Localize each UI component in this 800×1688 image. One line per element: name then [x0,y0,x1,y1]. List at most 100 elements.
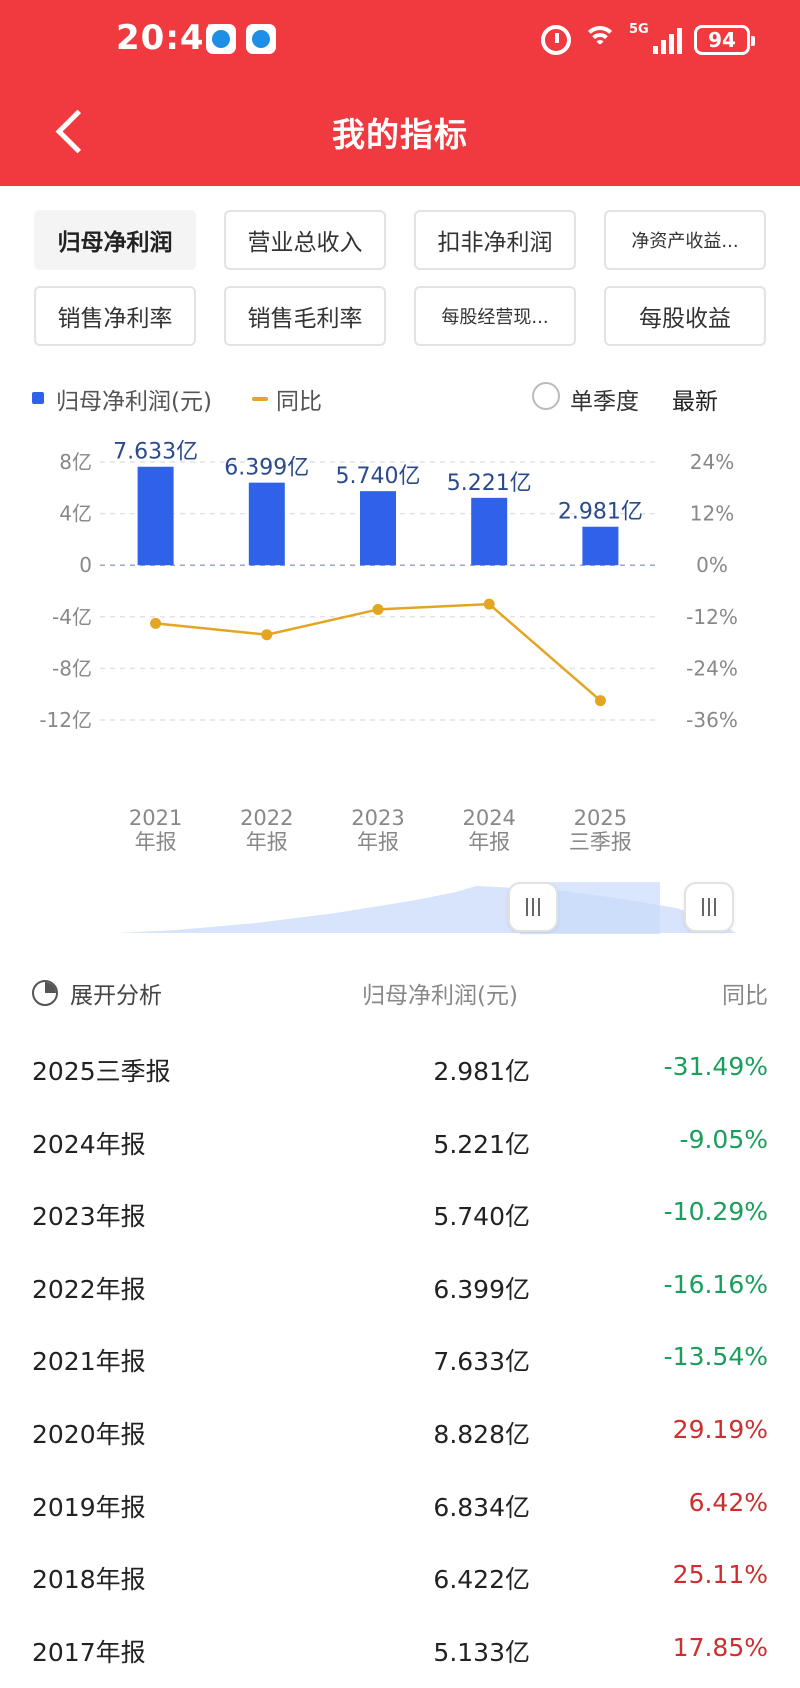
legend-bar-label: 归母净利润(元) [56,389,212,415]
right-tick-label: -24% [686,656,738,680]
page-title: 我的指标 [332,115,468,154]
column-header-yoy: 同比 [722,983,768,1009]
right-tick-label: -12% [686,605,738,629]
bar-data-label: 7.633亿 [113,440,198,465]
table-header: 展开分析 归母净利润(元) 同比 [32,974,768,1014]
left-tick-label: -12亿 [39,708,92,732]
category-label: 年报 [357,830,399,854]
category-label: 年报 [135,830,177,854]
range-end-handle[interactable] [684,882,734,932]
table-row[interactable]: 2017年报 5.133亿 17.85% [32,1631,768,1688]
left-tick-label: 0 [79,553,92,577]
table-row[interactable]: 2020年报 8.828亿 29.19% [32,1413,768,1486]
table-row[interactable]: 2021年报 7.633亿 -13.54% [32,1340,768,1413]
row-value: 2.981亿 [433,1057,530,1086]
yoy-point [150,617,162,629]
left-tick-label: 4亿 [59,502,92,526]
yoy-point [372,603,384,615]
table-row[interactable]: 2025三季报 2.981亿 -31.49% [32,1050,768,1123]
range-overview [116,882,736,934]
network-type: 5G [629,22,649,37]
row-period: 2017年报 [32,1637,146,1667]
signal-icon: 5G [629,22,682,54]
metric-chip-net-margin[interactable]: 销售净利率 [34,286,196,346]
metric-chip-gross-margin[interactable]: 销售毛利率 [224,286,386,346]
metric-chip-eps[interactable]: 每股收益 [604,286,766,346]
row-value: 5.133亿 [433,1637,530,1667]
row-value: 5.221亿 [433,1129,530,1159]
row-yoy: 6.42% [688,1487,768,1517]
metric-chip-net-profit[interactable]: 归母净利润 [34,210,196,270]
row-period: 2021年报 [32,1347,146,1377]
bar-data-label: 6.399亿 [224,456,309,481]
row-yoy: -13.54% [663,1342,768,1372]
row-period: 2019年报 [32,1492,146,1522]
legend-line-swatch [252,397,268,401]
table-row[interactable]: 2018年报 6.422亿 25.11% [32,1558,768,1631]
column-header-value: 归母净利润(元) [362,983,518,1009]
right-tick-label: -36% [686,708,738,732]
yoy-line [155,602,602,702]
legend-bar-swatch [32,392,44,404]
bar [360,491,396,566]
table-row[interactable]: 2019年报 6.834亿 6.42% [32,1486,768,1559]
bar-data-label: 5.221亿 [447,471,532,496]
chart-legend: 归母净利润(元) 同比 单季度 最新 [32,380,772,416]
metric-chip-deducted-profit[interactable]: 扣非净利润 [414,210,576,270]
metric-selector: 归母净利润 营业总收入 扣非净利润 净资产收益... 销售净利率 销售毛利率 每… [34,210,768,346]
row-value: 6.834亿 [433,1492,530,1522]
battery-icon: 94 [694,25,755,55]
row-period: 2023年报 [32,1202,146,1232]
row-period: 2022年报 [32,1274,146,1304]
table-row[interactable]: 2024年报 5.221亿 -9.05% [32,1123,768,1196]
range-start-handle[interactable] [508,882,558,932]
alarm-icon [541,25,571,55]
row-yoy: 29.19% [672,1414,768,1444]
metric-chip-roe[interactable]: 净资产收益... [604,210,766,270]
category-label: 2024 [462,806,515,830]
category-label: 2025 [574,806,627,830]
metric-chip-revenue[interactable]: 营业总收入 [224,210,386,270]
profit-chart: 8亿 4亿 0 -4亿 -8亿 -12亿 24% 12% 0% -12% -24% -36% 7.633… [0,430,800,860]
bar [582,526,619,566]
quarter-label[interactable]: 单季度 [570,389,639,415]
bar-data-label: 5.740亿 [336,464,421,489]
left-tick-label: 8亿 [59,450,92,474]
app-icon-a [206,24,236,54]
row-period: 2025三季报 [32,1057,171,1086]
wifi-icon [583,26,617,54]
row-period: 2024年报 [32,1129,146,1159]
row-value: 5.740亿 [433,1202,530,1232]
latest-toggle[interactable]: 最新 [672,389,718,415]
metric-chip-cashflow-per-share[interactable]: 每股经营现... [414,286,576,346]
range-slider[interactable] [116,878,736,938]
row-value: 6.422亿 [433,1565,530,1595]
row-yoy: 25.11% [672,1560,768,1590]
row-value: 8.828亿 [433,1419,530,1449]
legend-line-label: 同比 [276,389,322,415]
right-tick-label: 12% [690,502,734,526]
category-label: 年报 [468,830,510,854]
row-yoy: -16.16% [663,1269,768,1299]
row-value: 6.399亿 [433,1274,530,1304]
table-row[interactable]: 2022年报 6.399亿 -16.16% [32,1268,768,1341]
app-header: 20:45 5G 94 我的指标 [0,0,800,186]
yoy-point [261,629,273,641]
row-yoy: -9.05% [679,1124,768,1154]
right-tick-label: 0% [696,553,728,577]
yoy-point [483,598,495,610]
category-label: 2023 [351,806,404,830]
table-row[interactable]: 2023年报 5.740亿 -10.29% [32,1195,768,1268]
app-icon-b [246,24,276,54]
quarter-radio[interactable] [532,382,560,410]
left-tick-label: -8亿 [52,656,92,680]
row-yoy: -31.49% [663,1052,768,1081]
pie-chart-icon[interactable] [32,980,58,1006]
row-yoy: -10.29% [663,1197,768,1227]
expand-analysis-button[interactable]: 展开分析 [70,983,162,1009]
battery-level: 94 [708,28,736,52]
row-period: 2020年报 [32,1419,146,1449]
bar-data-label: 2.981亿 [558,500,643,525]
bar [248,482,285,566]
chart-svg: 8亿 4亿 0 -4亿 -8亿 -12亿 24% 12% 0% -12% -24% -36% 7.633… [39,440,738,854]
